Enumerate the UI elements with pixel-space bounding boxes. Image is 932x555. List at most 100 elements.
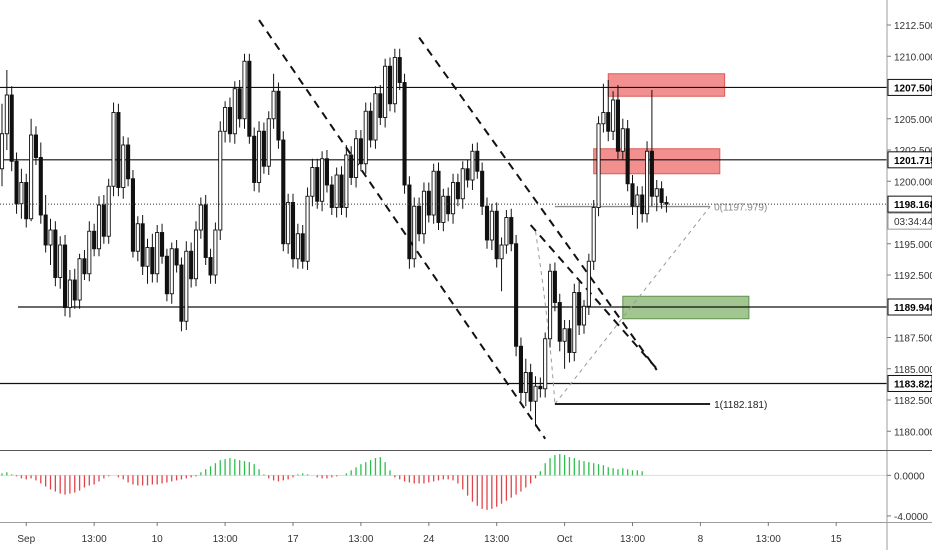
candle[interactable] <box>586 253 591 315</box>
candle[interactable] <box>489 203 494 250</box>
candle[interactable] <box>344 145 349 218</box>
candle[interactable] <box>528 363 533 412</box>
candle[interactable] <box>480 162 485 216</box>
candle[interactable] <box>310 158 315 207</box>
candle[interactable] <box>106 178 111 244</box>
dashed-trendline[interactable] <box>529 224 658 370</box>
candle[interactable] <box>349 146 354 185</box>
candle[interactable] <box>577 281 582 335</box>
candle[interactable] <box>116 103 121 197</box>
candle[interactable] <box>538 377 543 398</box>
candle[interactable] <box>601 83 606 133</box>
candle[interactable] <box>198 197 203 239</box>
dashed-trendline[interactable] <box>258 19 547 440</box>
candle[interactable] <box>33 126 38 165</box>
fib-trend-line[interactable] <box>554 206 711 405</box>
candle[interactable] <box>635 186 640 229</box>
candle[interactable] <box>237 80 242 128</box>
candle[interactable] <box>121 136 126 199</box>
candle[interactable] <box>523 358 528 407</box>
candle[interactable] <box>14 152 19 214</box>
candle[interactable] <box>150 233 155 283</box>
candle[interactable] <box>0 103 5 187</box>
candle[interactable] <box>373 86 378 149</box>
candle[interactable] <box>111 102 116 197</box>
candle[interactable] <box>315 158 320 209</box>
candle[interactable] <box>77 253 82 309</box>
dashed-trendline[interactable] <box>418 36 658 371</box>
candle[interactable] <box>193 221 199 287</box>
candle[interactable] <box>155 225 160 283</box>
candle[interactable] <box>581 300 587 334</box>
candle[interactable] <box>397 48 402 90</box>
candle[interactable] <box>446 187 451 222</box>
candle[interactable] <box>402 73 407 194</box>
candle[interactable] <box>242 53 247 129</box>
candle[interactable] <box>29 118 34 222</box>
candle[interactable] <box>38 142 43 224</box>
candle[interactable] <box>339 166 344 215</box>
candle[interactable] <box>223 101 228 143</box>
candle[interactable] <box>659 181 664 209</box>
supply-zone[interactable] <box>593 148 721 175</box>
candle[interactable] <box>252 127 257 192</box>
candle[interactable] <box>358 130 363 172</box>
candle[interactable] <box>227 97 233 143</box>
candle[interactable] <box>281 131 286 252</box>
candle[interactable] <box>271 73 276 129</box>
candle[interactable] <box>533 376 538 427</box>
candle[interactable] <box>169 242 174 304</box>
candle[interactable] <box>567 320 572 363</box>
candle[interactable] <box>470 143 475 190</box>
candle[interactable] <box>179 257 184 332</box>
candle[interactable] <box>625 120 630 192</box>
candle[interactable] <box>266 111 271 175</box>
candle[interactable] <box>499 237 504 292</box>
candle[interactable] <box>421 182 427 244</box>
candle[interactable] <box>58 236 63 289</box>
candle[interactable] <box>417 197 422 242</box>
candle[interactable] <box>232 81 237 144</box>
candle[interactable] <box>300 225 305 269</box>
candle[interactable] <box>465 160 470 188</box>
candle[interactable] <box>509 208 514 252</box>
candle[interactable] <box>261 122 266 174</box>
supply-zone[interactable] <box>607 73 726 97</box>
candle[interactable] <box>451 173 456 224</box>
candle[interactable] <box>9 86 14 172</box>
candle[interactable] <box>87 221 92 282</box>
candle[interactable] <box>543 332 548 398</box>
candle[interactable] <box>276 82 281 149</box>
candle[interactable] <box>387 57 393 112</box>
candle[interactable] <box>218 121 223 240</box>
candle[interactable] <box>557 293 562 352</box>
candle[interactable] <box>72 268 77 309</box>
candle[interactable] <box>53 221 58 287</box>
candle[interactable] <box>354 130 359 188</box>
candle[interactable] <box>518 337 523 402</box>
candle[interactable] <box>649 90 654 207</box>
candle[interactable] <box>436 162 441 231</box>
candle[interactable] <box>96 196 102 257</box>
candle[interactable] <box>295 223 300 269</box>
candle[interactable] <box>126 137 131 187</box>
candle[interactable] <box>174 240 179 273</box>
candle[interactable] <box>596 116 601 217</box>
candle[interactable] <box>368 102 373 148</box>
candle[interactable] <box>257 121 262 193</box>
candle[interactable] <box>383 58 388 128</box>
candle[interactable] <box>484 197 490 249</box>
candle[interactable] <box>431 163 436 224</box>
candle[interactable] <box>63 235 68 317</box>
candle[interactable] <box>189 242 194 288</box>
candle[interactable] <box>159 223 165 264</box>
candle[interactable] <box>320 151 325 212</box>
candle[interactable] <box>606 80 611 142</box>
candle[interactable] <box>145 238 150 284</box>
candle[interactable] <box>184 241 189 330</box>
candle[interactable] <box>572 283 577 362</box>
candle[interactable] <box>548 263 553 348</box>
candle[interactable] <box>4 70 9 150</box>
candle[interactable] <box>460 161 465 209</box>
